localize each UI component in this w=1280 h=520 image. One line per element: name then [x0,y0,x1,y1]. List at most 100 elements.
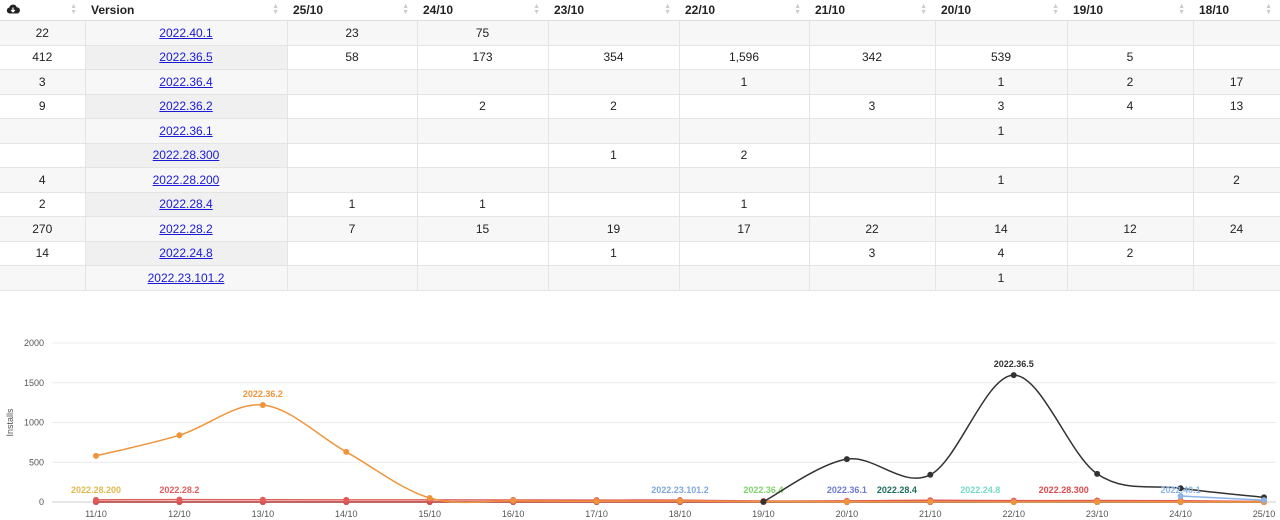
column-label: 19/10 [1073,3,1104,17]
count-cell: 1 [548,143,680,168]
count-cell: 1 [679,192,810,217]
sort-icon[interactable]: ▲ ▼ [272,3,279,16]
count-cell [1193,20,1280,46]
count-cell [679,94,810,119]
count-cell [548,118,680,144]
column-header[interactable]: 25/10 ▲ ▼ [287,0,417,21]
series-label: 2022.28.300 [1039,485,1089,495]
count-cell: 22 [0,20,86,46]
count-cell: 2 [417,94,549,119]
data-point [343,448,350,455]
table-row: 3 2022.36.4 1 1 2 17 [0,69,1280,95]
count-cell: 12 [1067,216,1194,242]
count-cell: 17 [1193,69,1280,95]
count-cell [1067,118,1194,144]
column-header[interactable]: 22/10 ▲ ▼ [679,0,809,21]
count-cell [417,143,549,168]
count-cell [935,20,1068,46]
count-cell [1193,241,1280,266]
version-link[interactable]: 2022.24.8 [159,246,213,261]
column-header[interactable]: 18/10 ▲ ▼ [1193,0,1280,21]
data-point [1177,493,1184,500]
table-row: 2022.23.101.2 1 [0,265,1280,291]
column-header[interactable]: 20/10 ▲ ▼ [935,0,1067,21]
column-header[interactable]: 23/10 ▲ ▼ [548,0,679,21]
count-cell: 75 [417,20,549,46]
data-point [176,496,183,503]
table-row: 4 2022.28.200 1 2 [0,167,1280,193]
series-label: 2022.40.1 [1161,485,1201,495]
sort-icon[interactable]: ▲ ▼ [794,3,801,16]
version-link[interactable]: 2022.28.200 [152,172,220,187]
data-point [176,432,183,439]
sort-icon[interactable]: ▲ ▼ [664,3,671,16]
cloud-download-icon [6,4,20,13]
count-cell: 1,596 [679,45,810,70]
count-cell [1067,192,1194,217]
sort-icon[interactable]: ▲ ▼ [1265,3,1272,16]
version-link[interactable]: 2022.36.2 [159,99,213,114]
x-tick-label: 15/10 [418,509,441,519]
version-link[interactable]: 2022.28.2 [159,221,213,236]
count-cell: 539 [935,45,1068,70]
table-row: 9 2022.36.2 2 2 3 3 4 13 [0,94,1280,119]
version-link[interactable]: 2022.28.4 [159,197,213,212]
count-cell: 23 [287,20,418,46]
data-point [259,496,266,503]
sort-icon[interactable]: ▲ ▼ [1178,3,1185,16]
count-cell [287,94,418,119]
column-header[interactable]: Version ▲ ▼ [85,0,287,21]
series-label: 2022.36.1 [827,485,867,495]
count-cell: 3 [0,69,86,95]
column-header[interactable]: 24/10 ▲ ▼ [417,0,548,21]
count-cell [548,192,680,217]
table-row: 22 2022.40.1 23 75 [0,20,1280,46]
count-cell [548,20,680,46]
x-tick-label: 20/10 [836,509,859,519]
count-cell [548,265,680,291]
data-point [343,496,350,503]
count-cell [679,20,810,46]
table-row: 412 2022.36.5 58 173 354 1,596 342 539 5 [0,45,1280,70]
count-cell [0,265,86,291]
count-cell [417,167,549,193]
version-link[interactable]: 2022.28.300 [152,148,220,163]
data-point [927,498,934,505]
series-label: 2022.28.4 [877,485,917,495]
version-cell: 2022.36.2 [85,94,288,119]
count-cell: 1 [935,118,1068,144]
column-header[interactable]: 19/10 ▲ ▼ [1067,0,1193,21]
series-label: 2022.36.2 [243,389,283,399]
x-tick-label: 22/10 [1002,509,1025,519]
version-link[interactable]: 2022.40.1 [159,25,213,40]
sort-icon[interactable]: ▲ ▼ [920,3,927,16]
count-cell: 1 [417,192,549,217]
count-cell [417,69,549,95]
version-link[interactable]: 2022.23.101.2 [147,270,225,285]
count-cell: 17 [679,216,810,242]
y-tick-label: 1000 [24,418,44,428]
downloads-header[interactable]: ▲ ▼ [0,0,85,21]
count-cell [809,143,936,168]
sort-icon[interactable]: ▲ ▼ [1052,3,1059,16]
sort-icon[interactable]: ▲ ▼ [533,3,540,16]
data-point [1177,485,1184,492]
count-cell [679,241,810,266]
column-header[interactable]: 21/10 ▲ ▼ [809,0,935,21]
data-point [1261,497,1267,504]
count-cell: 7 [287,216,418,242]
count-cell [0,118,86,144]
version-link[interactable]: 2022.36.1 [159,123,213,138]
count-cell [809,118,936,144]
version-link[interactable]: 2022.36.4 [159,74,213,89]
count-cell [809,192,936,217]
count-cell: 3 [809,94,936,119]
column-label: 22/10 [685,3,716,17]
sort-icon[interactable]: ▲ ▼ [402,3,409,16]
count-cell: 15 [417,216,549,242]
version-link[interactable]: 2022.36.5 [159,50,213,65]
data-point [843,456,850,463]
count-cell: 24 [1193,216,1280,242]
version-cell: 2022.28.300 [85,143,288,168]
count-cell: 58 [287,45,418,70]
